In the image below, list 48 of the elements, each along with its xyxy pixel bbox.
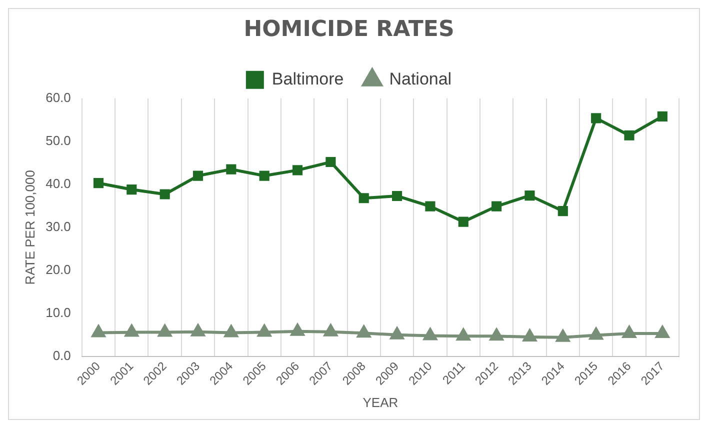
- y-tick-label: 40.0: [46, 176, 71, 191]
- point: [191, 324, 205, 336]
- point: [558, 206, 568, 216]
- point: [93, 178, 104, 188]
- point: [226, 164, 236, 174]
- point: [160, 189, 170, 200]
- y-axis-title: RATE PER 100,000: [22, 170, 38, 285]
- point: [556, 330, 570, 342]
- point: [591, 113, 602, 124]
- point: [126, 184, 137, 195]
- point: [390, 327, 404, 340]
- legend-label: Baltimore: [272, 70, 344, 89]
- point: [192, 170, 204, 181]
- point: [657, 111, 668, 122]
- point: [456, 328, 470, 341]
- point: [258, 324, 272, 337]
- point: [357, 326, 371, 338]
- y-tick-label: 20.0: [46, 262, 71, 277]
- point: [259, 170, 270, 181]
- y-tick-label: 30.0: [46, 218, 71, 234]
- y-tick-label: 50.0: [46, 132, 71, 148]
- legend-label: National: [389, 70, 452, 89]
- point: [624, 130, 634, 140]
- point: [523, 329, 536, 342]
- x-axis-title: YEAR: [362, 394, 398, 410]
- point: [656, 326, 670, 338]
- point: [425, 201, 436, 212]
- point: [324, 324, 338, 336]
- point: [326, 156, 336, 168]
- y-tick-label: 60.0: [46, 90, 71, 105]
- point: [492, 201, 502, 212]
- point: [424, 328, 437, 340]
- point: [124, 324, 138, 337]
- point: [589, 328, 603, 340]
- point: [158, 324, 172, 337]
- point: [490, 328, 504, 341]
- point: [358, 193, 369, 204]
- point: [224, 325, 238, 338]
- point: [92, 325, 106, 338]
- point: [292, 165, 303, 176]
- point: [290, 324, 304, 336]
- y-tick-label: 10.0: [46, 304, 71, 320]
- y-tick-label: 0.0: [52, 348, 71, 363]
- point: [392, 190, 402, 202]
- chart-title: HOMICIDE RATES: [244, 16, 454, 42]
- point: [458, 216, 468, 227]
- point: [524, 190, 535, 201]
- point: [622, 326, 636, 338]
